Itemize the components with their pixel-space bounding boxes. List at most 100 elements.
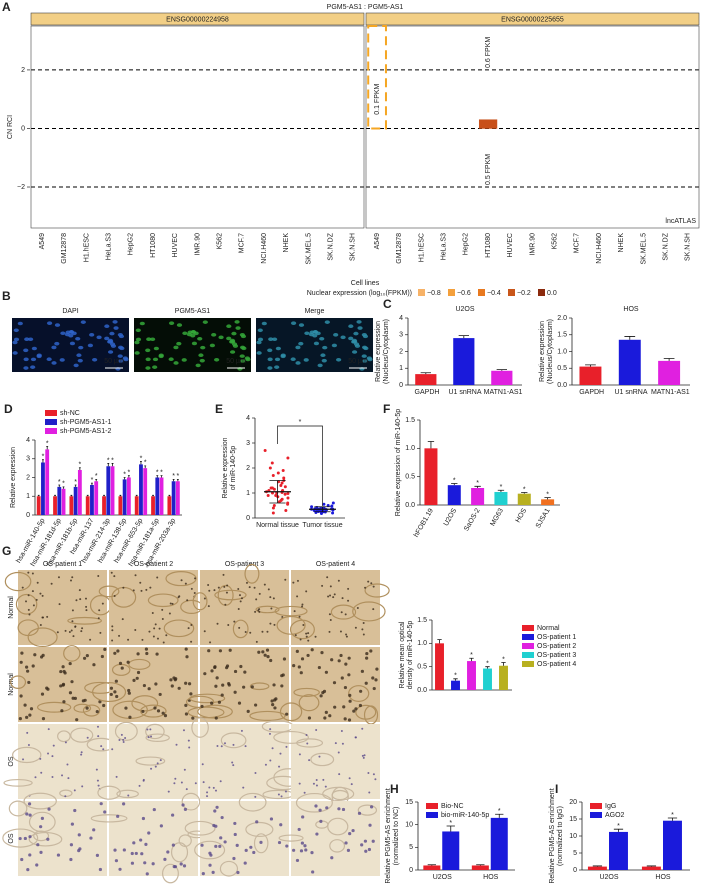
nucleus: [222, 573, 225, 576]
nucleus: [364, 681, 368, 685]
error-bar: [119, 494, 122, 497]
nucleus: [202, 781, 205, 784]
cell: [351, 350, 358, 354]
nucleus: [84, 597, 87, 600]
nucleus: [273, 623, 276, 626]
nucleus: [39, 825, 43, 829]
nucleus: [34, 776, 37, 779]
tissue: [28, 811, 56, 833]
nucleus: [23, 836, 27, 841]
nucleus: [259, 840, 263, 844]
x-tick-label: NHEK: [618, 233, 625, 253]
nucleus: [245, 581, 248, 584]
nucleus: [127, 691, 131, 695]
cell: [240, 359, 246, 363]
nucleus: [212, 786, 215, 789]
cell: [60, 331, 66, 336]
cell: [122, 356, 128, 360]
micrograph: [109, 647, 198, 722]
cell: [78, 345, 84, 350]
data-point: [319, 512, 323, 515]
nucleus: [175, 743, 178, 746]
tissue: [8, 800, 28, 817]
cell: [134, 351, 140, 355]
nucleus: [315, 728, 318, 731]
tissue: [355, 704, 377, 720]
bar: [126, 477, 131, 515]
nucleus: [132, 841, 136, 845]
facet-title: ENSG00000224958: [166, 16, 229, 23]
nucleus: [61, 665, 65, 669]
micrograph: [109, 724, 198, 799]
nucleus: [51, 755, 54, 758]
nucleus: [358, 703, 363, 708]
error-bar: [58, 484, 61, 487]
nucleus: [219, 780, 222, 783]
tissue: [28, 831, 63, 847]
error-bar: [176, 478, 179, 482]
nucleus: [327, 595, 330, 598]
nucleus: [111, 629, 114, 632]
x-tick-label: HT1080: [485, 233, 492, 258]
tissue: [165, 571, 197, 587]
legend-swatch: [426, 812, 438, 818]
nucleus: [141, 709, 145, 714]
chart-title: HOS: [623, 306, 639, 313]
chart-title: PGM5-AS1 : PGM5-AS1: [327, 4, 404, 11]
nucleus: [56, 853, 61, 857]
error-bar: [70, 494, 73, 497]
nucleus: [85, 654, 89, 658]
tissue: [352, 601, 386, 622]
cell: [317, 363, 323, 368]
nucleus: [292, 664, 296, 668]
nucleus: [203, 672, 207, 676]
y-tick-label: 0.5: [405, 474, 415, 481]
y-tick-label: 2: [246, 465, 250, 472]
nucleus: [130, 861, 135, 865]
cell: [17, 321, 23, 326]
nucleus: [27, 744, 30, 747]
cell: [118, 359, 124, 363]
nucleus: [35, 598, 38, 601]
nucleus: [120, 666, 124, 670]
nucleus: [85, 609, 88, 612]
nucleus: [111, 639, 114, 642]
cell: [257, 328, 263, 333]
nucleus: [19, 694, 23, 698]
nucleus: [368, 823, 372, 827]
cell: [198, 353, 204, 358]
significance-mark: *: [453, 477, 456, 484]
y-tick-label: 5: [409, 844, 413, 851]
nucleus: [174, 777, 177, 780]
nucleus: [39, 850, 43, 854]
error-bar: [42, 459, 44, 463]
nucleus: [78, 589, 81, 592]
nucleus: [59, 684, 63, 688]
nucleus: [261, 630, 264, 633]
nucleus: [341, 742, 344, 745]
y-axis-label: (Nucleus/Cytoplasm): [547, 319, 554, 384]
nucleus: [64, 741, 67, 744]
nucleus: [364, 586, 367, 589]
nucleus: [139, 581, 142, 584]
facet-title: ENSG00000225655: [501, 16, 564, 23]
cell: [173, 345, 179, 350]
nucleus: [95, 710, 99, 714]
cell: [152, 357, 159, 362]
nucleus: [98, 609, 101, 612]
nucleus: [340, 676, 344, 680]
cell: [117, 354, 123, 358]
nucleus: [165, 634, 168, 637]
error-bar: [474, 485, 481, 488]
nucleus: [253, 586, 256, 589]
nucleus: [66, 763, 69, 766]
nucleus: [213, 809, 217, 813]
bar: [541, 499, 555, 505]
legend-label: Bio-NC: [441, 803, 464, 810]
nucleus: [363, 754, 366, 757]
nucleus: [280, 684, 284, 688]
nucleus: [110, 571, 113, 574]
nucleus: [190, 587, 193, 590]
micrograph: [18, 801, 107, 876]
bar: [41, 462, 45, 515]
